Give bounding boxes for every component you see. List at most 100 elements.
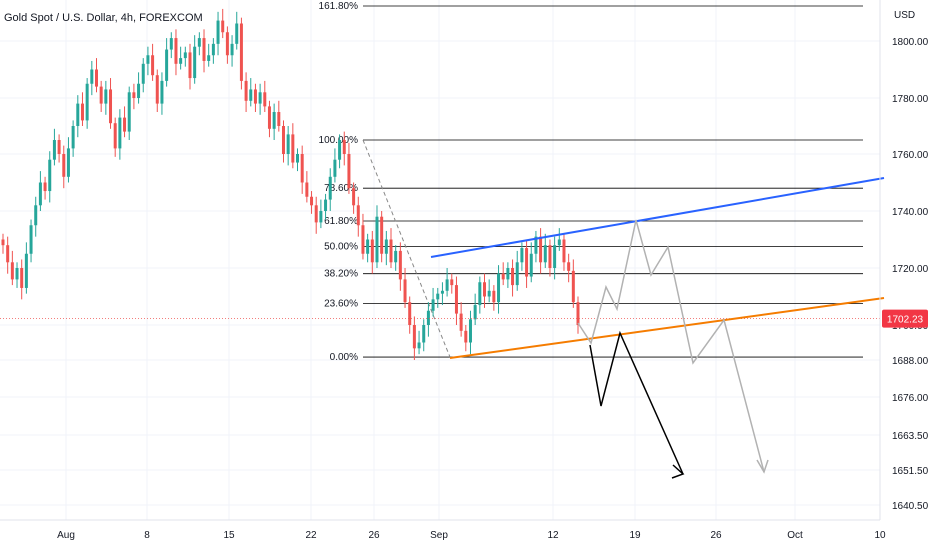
candle-body — [576, 302, 580, 325]
candle-body — [286, 134, 290, 154]
candle-body — [109, 89, 113, 124]
candle-body — [225, 32, 229, 56]
candle-body — [487, 290, 491, 297]
candle-body — [310, 196, 314, 206]
candle-body — [366, 239, 370, 254]
candle-body — [10, 262, 14, 280]
candle-body — [85, 83, 89, 121]
candle-body — [422, 325, 426, 343]
candle-body — [230, 43, 234, 56]
candle-body — [155, 75, 159, 104]
fib-level-label: 50.00% — [324, 242, 358, 253]
candle-body — [29, 225, 33, 254]
candle-body — [370, 239, 374, 263]
candle-body — [1, 239, 5, 246]
candle-body — [57, 140, 61, 154]
candle-body — [478, 282, 482, 306]
candle-body — [305, 182, 309, 197]
candle-body — [534, 236, 538, 254]
time-tick-label: 12 — [547, 530, 559, 541]
candle-body — [380, 216, 384, 254]
symbol-title: Gold Spot / U.S. Dollar, 4h, FOREXCOM — [4, 12, 203, 24]
time-tick-label: 26 — [368, 530, 380, 541]
candle-body — [188, 52, 192, 79]
candle-body — [38, 182, 42, 206]
candle-body — [244, 80, 248, 101]
projection-arrowhead-black — [671, 464, 685, 479]
candle-body — [562, 239, 566, 263]
fib-level-label: 61.80% — [324, 216, 358, 227]
candle-body — [169, 38, 173, 50]
candle-body — [20, 268, 24, 288]
candle-body — [520, 248, 524, 263]
lower-trendline[interactable] — [449, 297, 885, 359]
candle-body — [314, 205, 318, 223]
candle-body — [165, 49, 169, 81]
candle-body — [417, 342, 421, 349]
candle-body — [389, 239, 393, 263]
candle-body — [183, 52, 187, 59]
candle-body — [197, 38, 201, 47]
currency-label: USD — [894, 10, 915, 21]
candle-body — [492, 290, 496, 303]
candle-body — [548, 245, 552, 268]
candle-body — [174, 38, 178, 64]
candle-body — [431, 299, 435, 311]
current-price-tag: 1702.23 — [882, 309, 928, 328]
candle-body — [384, 239, 388, 254]
candle-body — [412, 325, 416, 349]
candle-body — [235, 23, 239, 44]
candle-body — [445, 279, 449, 291]
projection-path-gray[interactable] — [577, 219, 765, 473]
price-tick-label: 1676.00 — [892, 393, 929, 404]
candle-body — [450, 279, 454, 286]
fib-level-label: 0.00% — [330, 352, 358, 363]
price-tick-label: 1663.50 — [892, 431, 929, 442]
candle-body — [281, 126, 285, 154]
price-tick-label: 1800.00 — [892, 37, 929, 48]
candle-body — [543, 245, 547, 263]
candle-body — [342, 140, 346, 154]
price-tick-label: 1760.00 — [892, 150, 929, 161]
candle-body — [426, 310, 430, 325]
drawings[interactable] — [0, 177, 885, 479]
time-tick-label: Oct — [787, 530, 803, 541]
candle-body — [483, 282, 487, 297]
price-tick-label: 1720.00 — [892, 264, 929, 275]
projection-path-black[interactable] — [589, 330, 684, 475]
candle-body — [296, 154, 300, 163]
candle-body — [454, 285, 458, 314]
candle-body — [506, 268, 510, 280]
projection-arrowhead-gray — [756, 459, 769, 474]
candle-body — [553, 245, 557, 268]
time-tick-label: 10 — [874, 530, 886, 541]
candle-body — [151, 55, 155, 76]
candle-body — [202, 38, 206, 61]
candle-body — [473, 305, 477, 320]
upper-trendline[interactable] — [430, 177, 885, 258]
time-axis[interactable]: Aug 8 15 22 26 Sep 12 19 26 Oct 10 — [57, 530, 886, 541]
price-tick-label: 1688.00 — [892, 356, 929, 367]
candle-body — [90, 69, 94, 84]
candle-body — [557, 239, 561, 246]
candle-body — [328, 176, 332, 200]
candle-body — [272, 112, 276, 129]
candle-body — [497, 273, 501, 303]
candle-body — [352, 188, 356, 206]
candle-body — [71, 126, 75, 149]
fib-diagonal[interactable] — [362, 139, 451, 358]
candle-body — [118, 117, 122, 149]
candle-body — [48, 159, 52, 192]
time-tick-label: 26 — [710, 530, 722, 541]
price-tick-label: 1640.50 — [892, 501, 929, 512]
candle-body — [319, 211, 323, 223]
candle-body — [440, 290, 444, 294]
price-tick-label: 1780.00 — [892, 94, 929, 105]
candle-body — [525, 248, 529, 277]
candle-body — [515, 262, 519, 286]
candle-body — [375, 216, 379, 263]
price-tick-label: 1651.50 — [892, 466, 929, 477]
